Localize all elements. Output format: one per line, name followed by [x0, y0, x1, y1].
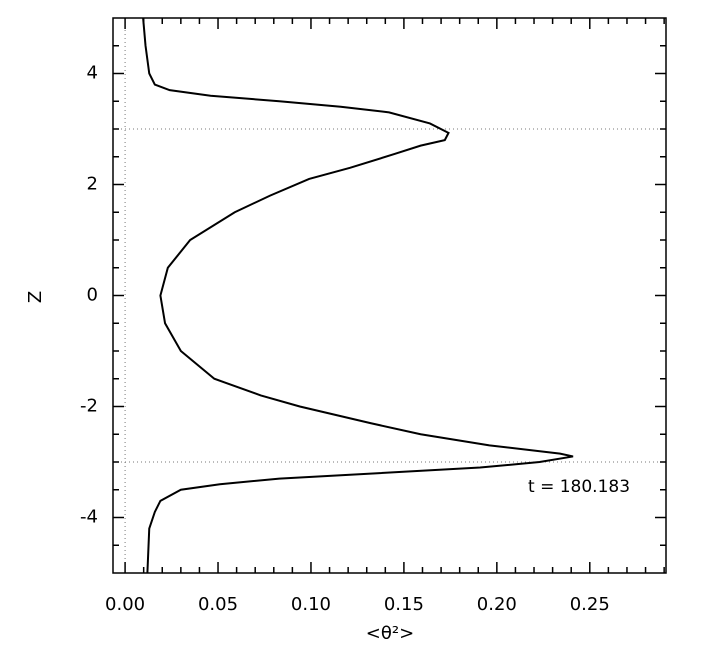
x-tick-label: 0.10 — [291, 594, 331, 615]
x-tick-label: 0.00 — [105, 594, 145, 615]
x-tick-label: 0.20 — [477, 594, 517, 615]
annotation: t = 180.183 — [528, 477, 630, 497]
y-tick-label: -2 — [80, 396, 98, 417]
y-tick-label: -4 — [80, 507, 98, 528]
x-axis-label: <θ²> — [366, 623, 414, 644]
y-tick-label: 2 — [87, 174, 98, 195]
y-tick-label: 0 — [87, 285, 98, 306]
x-tick-label: 0.05 — [198, 594, 238, 615]
y-tick-label: 4 — [87, 63, 98, 84]
y-axis-label: Z — [25, 291, 46, 303]
profile-line — [142, 17, 574, 574]
x-tick-label: 0.15 — [384, 594, 424, 615]
x-tick-label: 0.25 — [570, 594, 610, 615]
